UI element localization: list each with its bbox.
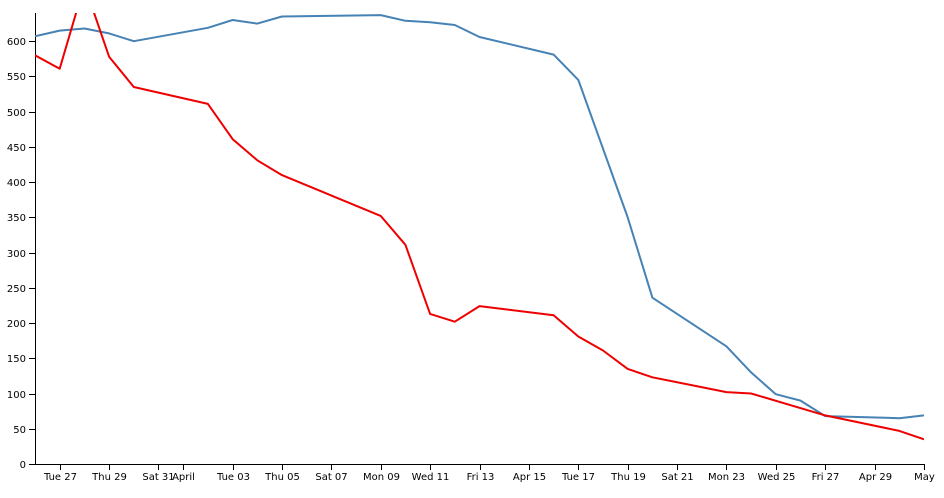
y-tick-label: 600: [7, 37, 26, 48]
x-tick-label: Tue 03: [216, 472, 250, 483]
x-tick-label: Sat 21: [661, 472, 693, 483]
y-tick-label: 150: [7, 354, 26, 365]
series-line-2: [35, 13, 924, 441]
y-axis: 0 50 100 150 200 250 300 350 400 450 500 550 600: [7, 13, 36, 471]
y-tick-label: 250: [7, 284, 26, 295]
series-layer: [35, 13, 924, 441]
x-tick-label: Apr 15: [513, 472, 546, 483]
y-tick-label: 50: [13, 425, 26, 436]
x-tick-label: Thu 29: [91, 472, 127, 483]
y-tick-label: 550: [7, 72, 26, 83]
y-tick-label: 300: [7, 249, 26, 260]
y-tick-label: 350: [7, 213, 26, 224]
x-tick-label: Fri 27: [812, 472, 840, 483]
y-tick-label: 0: [20, 460, 26, 471]
x-tick-label: Mon 09: [363, 472, 400, 483]
x-tick-label: Tue 17: [561, 472, 595, 483]
x-tick-label: Apr 29: [859, 472, 892, 483]
x-tick-label: Thu 19: [610, 472, 646, 483]
x-tick-label: Thu 05: [264, 472, 300, 483]
y-tick-label: 450: [7, 143, 26, 154]
x-tick-label: Sat 31: [142, 472, 174, 483]
x-tick-label: Wed 25: [758, 472, 796, 483]
x-tick-label: Wed 11: [412, 472, 450, 483]
x-tick-label: Tue 27: [43, 472, 77, 483]
y-tick-label: 400: [7, 178, 26, 189]
y-tick-label: 200: [7, 319, 26, 330]
x-tick-label: Mon 23: [708, 472, 745, 483]
y-tick-label: 100: [7, 390, 26, 401]
x-tick-label: Fri 13: [467, 472, 495, 483]
series-line-1: [35, 14, 924, 420]
x-tick-label: May: [914, 472, 935, 483]
y-tick-label: 500: [7, 108, 26, 119]
x-tick-label: Sat 07: [315, 472, 347, 483]
x-tick-label: April: [172, 472, 195, 483]
